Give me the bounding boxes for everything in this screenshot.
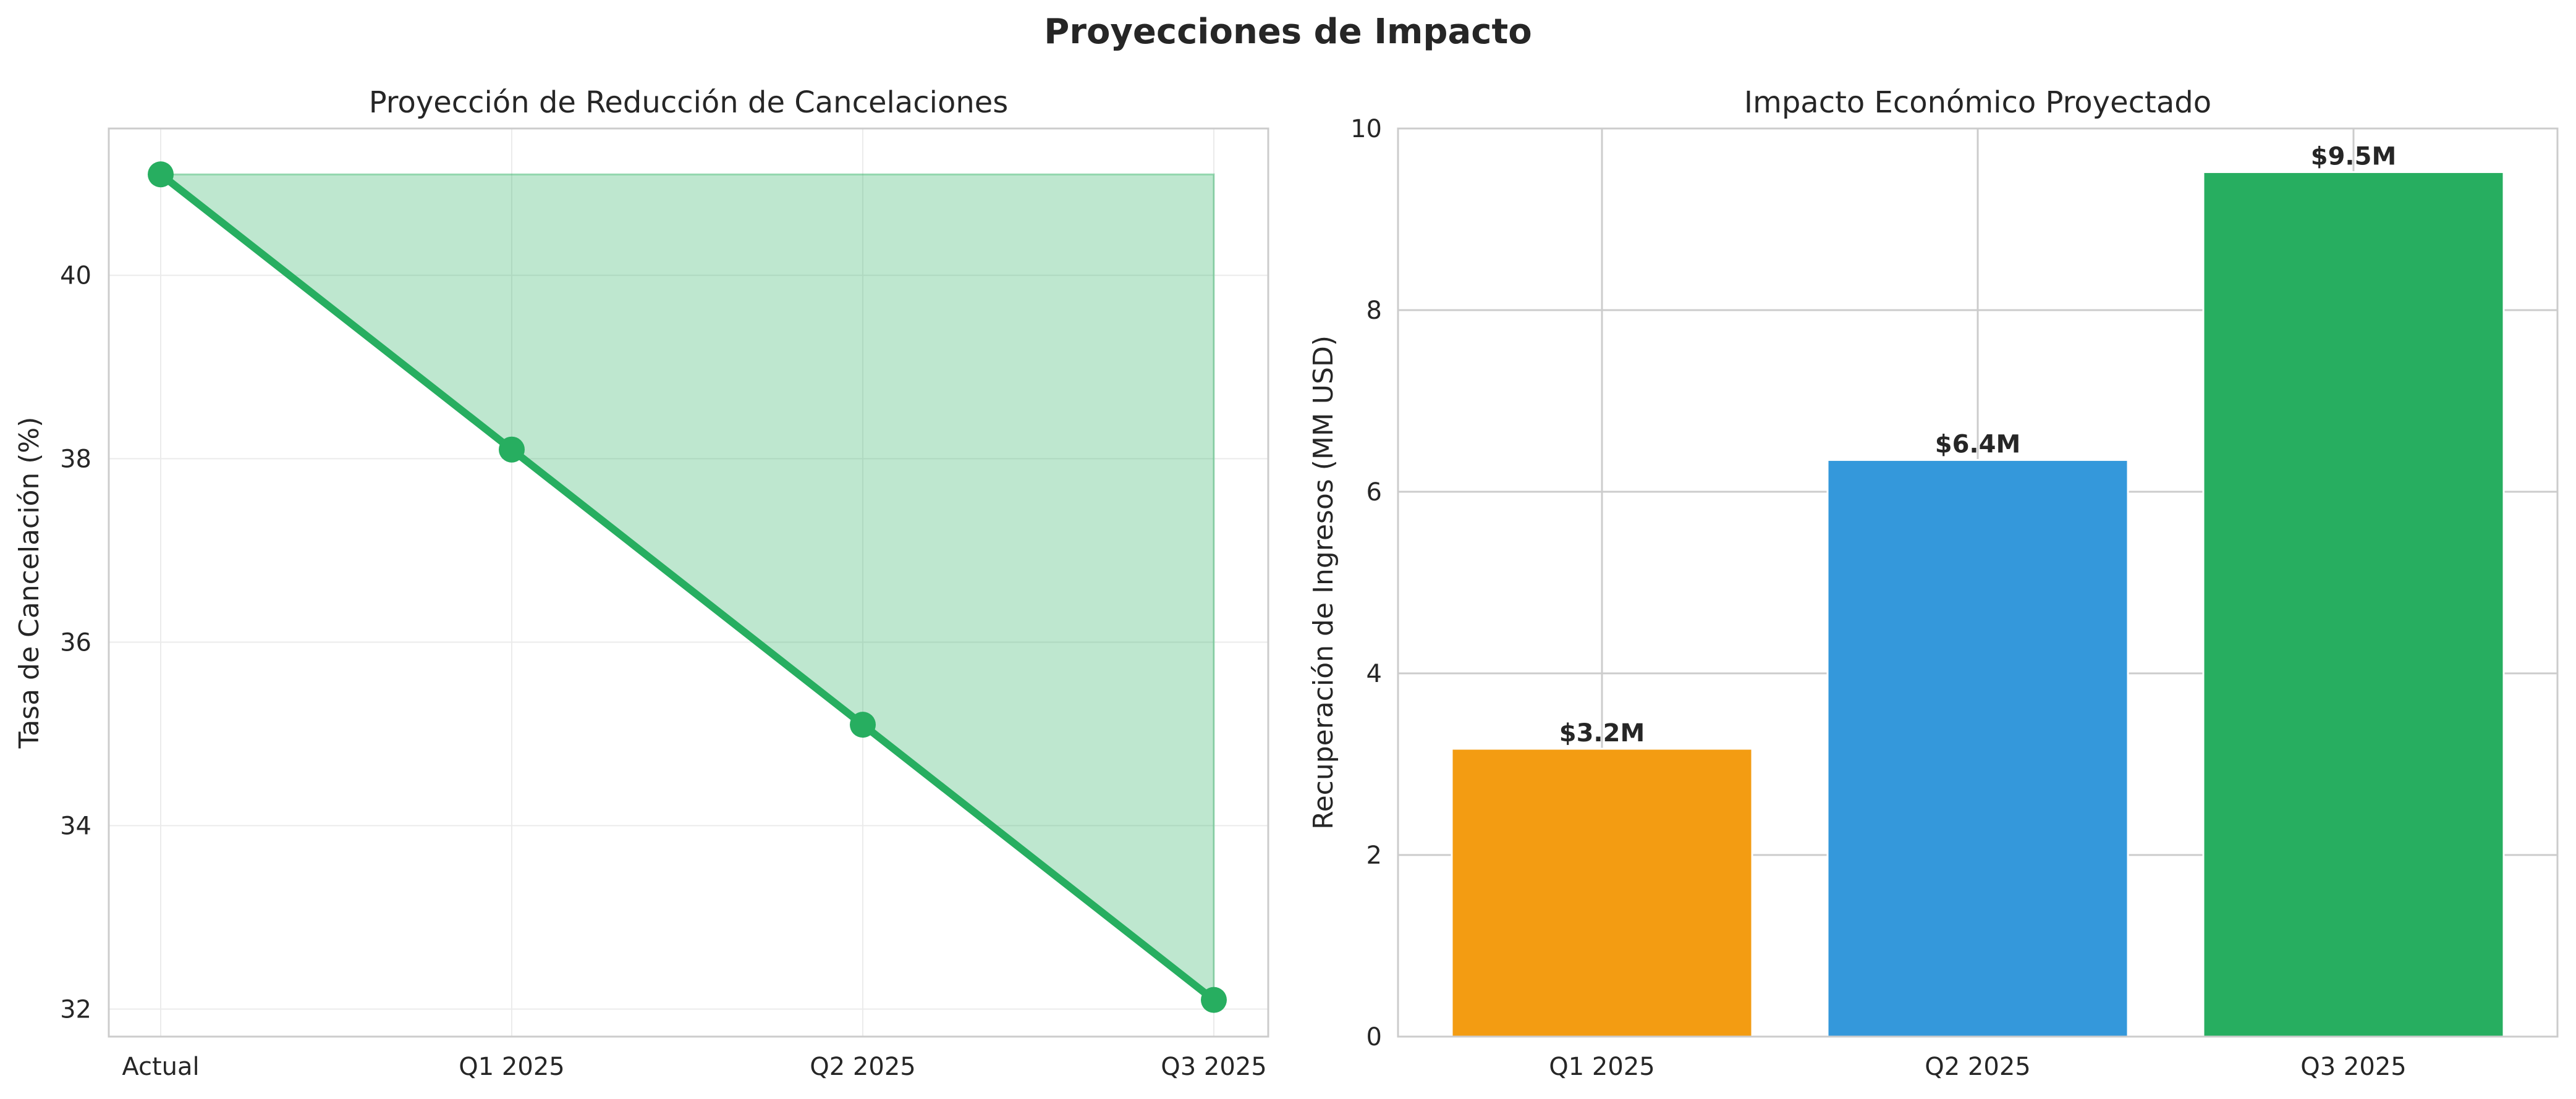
line-chart-point bbox=[499, 436, 525, 463]
bar-chart-y-axis-label: Recuperación de Ingresos (MM USD) bbox=[1308, 335, 1339, 830]
figure-title: Proyecciones de Impacto bbox=[1044, 12, 1532, 52]
bar-chart-x-tick-label: Q2 2025 bbox=[1925, 1053, 2030, 1081]
bar-chart-bars bbox=[1451, 171, 2505, 1038]
line-chart-x-tick-label: Actual bbox=[122, 1053, 199, 1081]
line-chart-x-tick-label: Q2 2025 bbox=[810, 1053, 915, 1081]
line-chart-point bbox=[148, 161, 174, 188]
bar-chart-data-label: $6.4M bbox=[1935, 431, 2021, 459]
bar-chart-data-label: $3.2M bbox=[1559, 719, 1645, 747]
bar-chart-data-labels: $3.2M $6.4M $9.5M bbox=[1559, 143, 2397, 747]
line-chart-points bbox=[148, 161, 1227, 1013]
bar-chart-x-tick-label: Q1 2025 bbox=[1549, 1053, 1654, 1081]
bar-chart-bar bbox=[1451, 747, 1753, 1038]
line-chart-y-axis-label: Tasa de Cancelación (%) bbox=[14, 417, 45, 749]
bar-chart-y-tick-label: 6 bbox=[1366, 478, 1382, 507]
line-chart-gridlines bbox=[109, 128, 1268, 1037]
line-chart-x-ticks: Actual Q1 2025 Q2 2025 Q3 2025 bbox=[122, 1053, 1266, 1081]
bar-chart-bar bbox=[1826, 459, 2129, 1038]
bar-chart-y-tick-label: 0 bbox=[1366, 1023, 1382, 1051]
bar-chart-title: Impacto Económico Proyectado bbox=[1744, 85, 2211, 120]
bar-chart-frame bbox=[1397, 127, 2559, 1038]
bar-chart-x-tick-label: Q3 2025 bbox=[2300, 1053, 2406, 1081]
line-chart-y-tick-label: 32 bbox=[60, 995, 91, 1024]
line-chart-y-ticks: 32 34 36 38 40 bbox=[60, 262, 91, 1024]
line-chart-x-tick-label: Q3 2025 bbox=[1161, 1053, 1266, 1081]
line-chart-frame bbox=[108, 127, 1269, 1038]
bar-chart-data-label: $9.5M bbox=[2311, 143, 2397, 171]
bar-chart-y-tick-label: 4 bbox=[1366, 660, 1382, 688]
line-chart-point bbox=[1201, 987, 1227, 1013]
line-chart-x-tick-label: Q1 2025 bbox=[459, 1053, 564, 1081]
line-chart-series-line bbox=[157, 171, 1218, 1004]
line-chart-y-tick-label: 38 bbox=[60, 445, 91, 474]
line-chart-y-tick-label: 36 bbox=[60, 629, 91, 657]
bar-chart-panel: $3.2M $6.4M $9.5M Q1 2025 Q2 2025 Q3 2025 0 2… bbox=[1308, 85, 2559, 1081]
line-chart-point bbox=[850, 712, 876, 738]
line-chart-y-tick-label: 40 bbox=[60, 262, 91, 290]
bar-chart-y-ticks: 0 2 4 6 8 10 bbox=[1350, 115, 1382, 1051]
bar-chart-bar bbox=[2202, 171, 2505, 1038]
line-chart-panel: Actual Q1 2025 Q2 2025 Q3 2025 32 34 36 38 40 P… bbox=[14, 85, 1269, 1081]
line-chart-series bbox=[157, 171, 1218, 1004]
bar-chart-y-tick-label: 10 bbox=[1350, 115, 1382, 143]
line-chart-y-tick-label: 34 bbox=[60, 812, 91, 840]
bar-chart-x-ticks: Q1 2025 Q2 2025 Q3 2025 bbox=[1549, 1053, 2406, 1081]
bar-chart-y-tick-label: 8 bbox=[1366, 297, 1382, 325]
line-chart-title: Proyección de Reducción de Cancelaciones bbox=[369, 85, 1009, 120]
bar-chart-y-tick-label: 2 bbox=[1366, 841, 1382, 870]
